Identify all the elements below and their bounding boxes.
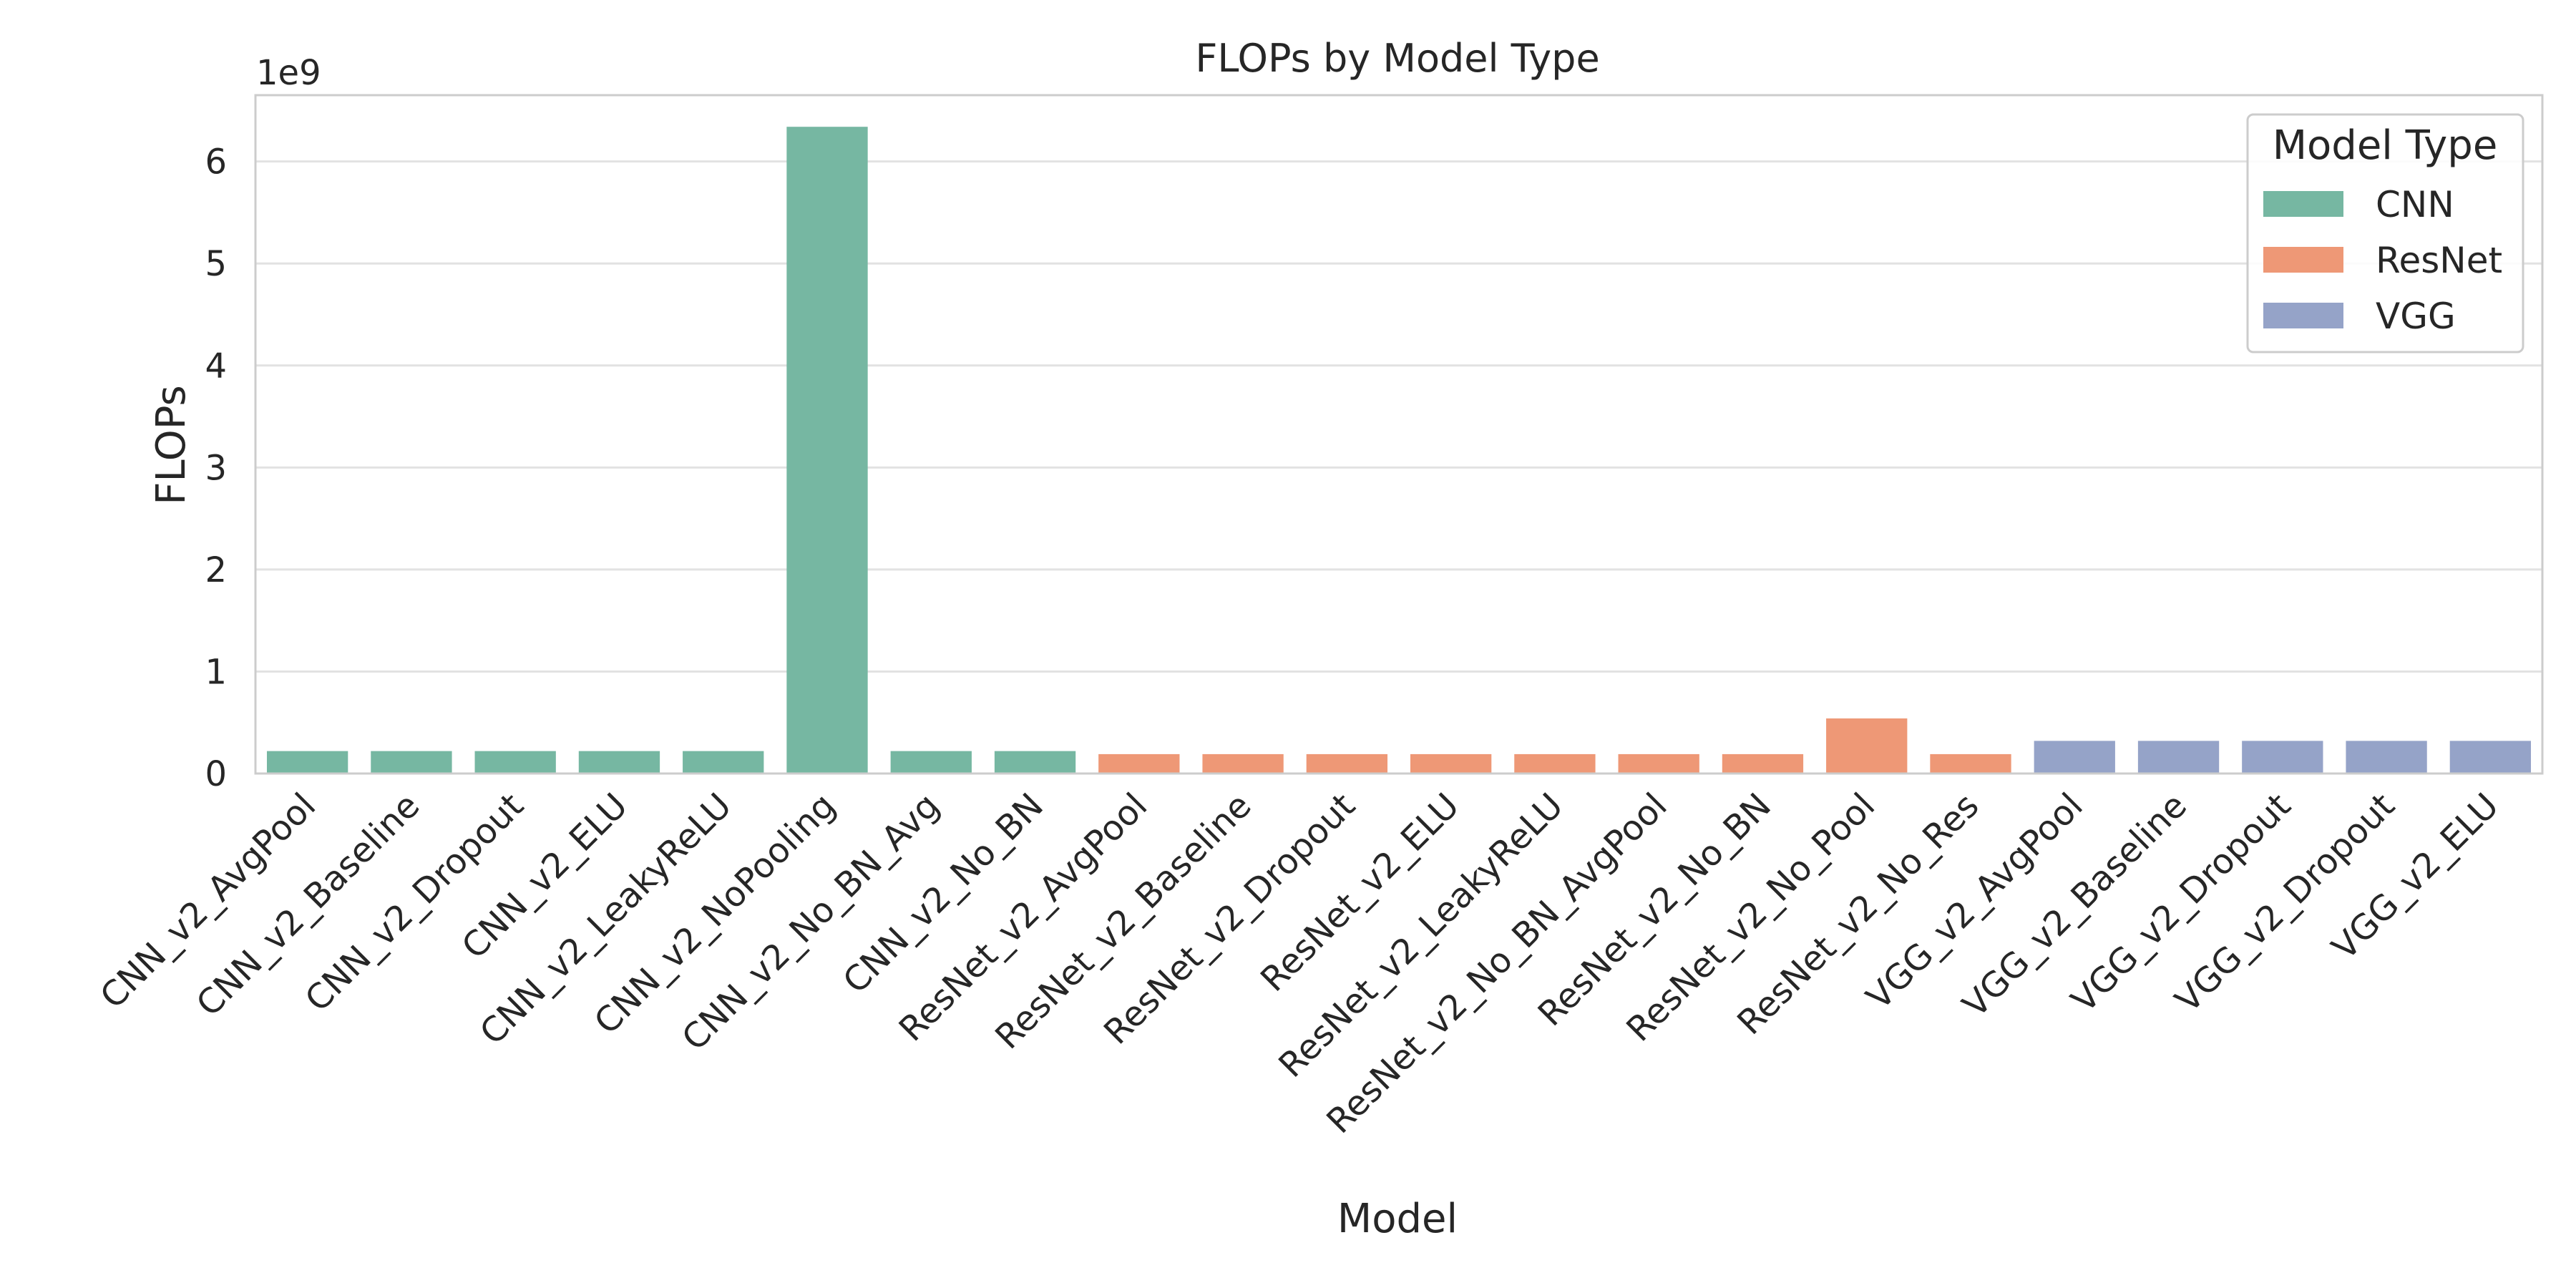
bar	[994, 751, 1076, 774]
y-tick-label: 1	[205, 652, 227, 692]
bars	[266, 127, 2532, 774]
bar	[890, 751, 972, 774]
y-gridlines	[255, 160, 2542, 775]
x-tick-labels: CNN_v2_AvgPoolCNN_v2_BaselineCNN_v2_Drop…	[92, 786, 2507, 1141]
legend-items: CNN ResNet VGG	[2263, 184, 2502, 337]
legend-swatch	[2263, 303, 2343, 328]
legend-swatch	[2263, 247, 2343, 273]
legend: Model Type CNN ResNet VGG	[2246, 113, 2524, 353]
bar	[1826, 718, 1908, 774]
bar	[2034, 741, 2115, 774]
bar	[1618, 753, 1699, 774]
legend-label: ResNet	[2376, 240, 2502, 281]
legend-box	[2246, 113, 2524, 353]
bar	[2449, 741, 2532, 774]
y-tick-label: 6	[205, 142, 227, 182]
bar	[1514, 753, 1596, 774]
bar	[1306, 753, 1388, 774]
bar	[2242, 741, 2323, 774]
bar	[1722, 753, 1804, 774]
bar	[1098, 753, 1180, 774]
bar	[371, 751, 452, 774]
bar	[2346, 741, 2427, 774]
y-tick-label: 0	[205, 754, 227, 794]
plot-frame	[254, 94, 2544, 775]
legend-title: Model Type	[2273, 122, 2498, 169]
bar	[1930, 753, 2011, 774]
y-tick-labels: 0 1 2 3 4 5 6	[205, 142, 227, 794]
bar	[2137, 741, 2220, 774]
y-tick-label: 2	[205, 550, 227, 590]
bar	[578, 751, 660, 774]
legend-label: CNN	[2376, 184, 2454, 225]
bar	[474, 751, 556, 774]
y-axis-label: FLOPs	[148, 385, 195, 504]
y-tick-label: 5	[205, 244, 227, 284]
bar	[683, 751, 764, 774]
legend-label: VGG	[2376, 296, 2456, 337]
bar	[786, 127, 868, 774]
bar	[266, 751, 348, 774]
chart-title: FLOPs by Model Type	[1195, 36, 1599, 81]
x-axis-label: Model	[1337, 1196, 1458, 1242]
y-tick-label: 3	[205, 448, 227, 488]
bar	[1410, 753, 1492, 774]
bar	[1202, 753, 1284, 774]
y-offset-label: 1e9	[256, 53, 321, 93]
legend-swatch	[2263, 191, 2343, 217]
y-tick-label: 4	[205, 346, 227, 386]
